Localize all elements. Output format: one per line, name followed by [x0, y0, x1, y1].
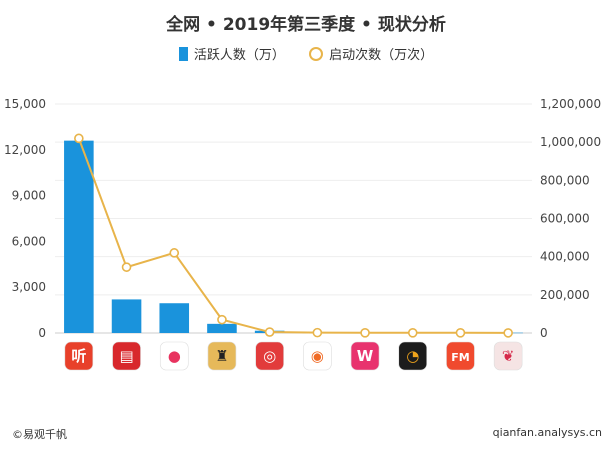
y-right-tick-label: 400,000 — [540, 250, 590, 264]
y-left-tick-label: 12,000 — [4, 143, 46, 157]
legend-item-line[interactable]: 启动次数（万次） — [309, 44, 433, 63]
line-point — [217, 314, 227, 325]
legend-bar-swatch — [178, 46, 188, 61]
y-left-tick-label: 3,000 — [12, 280, 46, 294]
svg-text:◔: ◔ — [406, 347, 419, 365]
svg-text:◎: ◎ — [263, 347, 276, 365]
svg-text:❦: ❦ — [502, 347, 515, 365]
category-app-icon: ◎ — [255, 341, 284, 371]
line-point — [503, 328, 513, 338]
line-point — [455, 328, 466, 338]
line-point — [74, 133, 84, 144]
y-left-tick-label: 9,000 — [12, 189, 46, 203]
chart-title: 全网 • 2019年第三季度 • 现状分析 — [166, 15, 446, 35]
y-right-tick-label: 600,000 — [540, 212, 590, 226]
line-point — [312, 327, 323, 338]
svg-text:W: W — [357, 347, 374, 365]
legend: 活跃人数（万） 启动次数（万次） — [0, 44, 612, 65]
svg-text:听: 听 — [71, 347, 86, 365]
legend-line-swatch — [309, 46, 324, 61]
category-app-icon: 听 — [64, 341, 94, 371]
y-left-tick-label: 0 — [38, 326, 46, 340]
y-right-tick-label: 1,000,000 — [540, 135, 601, 149]
bar — [159, 303, 190, 333]
svg-text:FM: FM — [451, 351, 469, 364]
bar — [111, 299, 142, 333]
category-app-icon: FM — [446, 341, 475, 371]
svg-text:◉: ◉ — [311, 347, 324, 365]
line-point — [121, 262, 132, 272]
svg-text:▤: ▤ — [119, 347, 133, 365]
series-line — [77, 138, 509, 334]
footer-copyright: ©易观千帆 — [12, 428, 67, 441]
footer-url: qianfan.analysys.cn — [492, 426, 602, 439]
category-app-icon: ◉ — [303, 341, 332, 371]
svg-text:●: ● — [168, 347, 181, 365]
category-app-icon: ▤ — [112, 341, 141, 371]
y-right-tick-label: 0 — [540, 326, 548, 340]
category-app-icon: W — [350, 341, 380, 371]
bar — [207, 323, 237, 333]
y-right-tick-label: 1,200,000 — [540, 97, 601, 111]
legend-bar-label: 活跃人数（万） — [193, 48, 285, 63]
line-point — [264, 327, 275, 337]
line-point — [407, 328, 418, 338]
legend-line-label: 启动次数（万次） — [329, 48, 434, 63]
y-right-tick-label: 800,000 — [540, 173, 590, 187]
legend-item-bar[interactable]: 活跃人数（万） — [178, 44, 285, 63]
category-app-icon: ❦ — [493, 341, 523, 371]
y-left-tick-label: 15,000 — [4, 97, 46, 111]
y-right-tick-label: 200,000 — [540, 288, 590, 302]
category-app-icon: ♜ — [207, 341, 237, 371]
category-app-icon: ● — [159, 341, 189, 371]
line-point — [360, 328, 370, 338]
category-app-icon: ◔ — [398, 341, 428, 371]
bar — [64, 140, 94, 333]
svg-text:♜: ♜ — [215, 347, 228, 365]
line-point — [169, 248, 180, 258]
y-left-tick-label: 6,000 — [12, 234, 46, 248]
